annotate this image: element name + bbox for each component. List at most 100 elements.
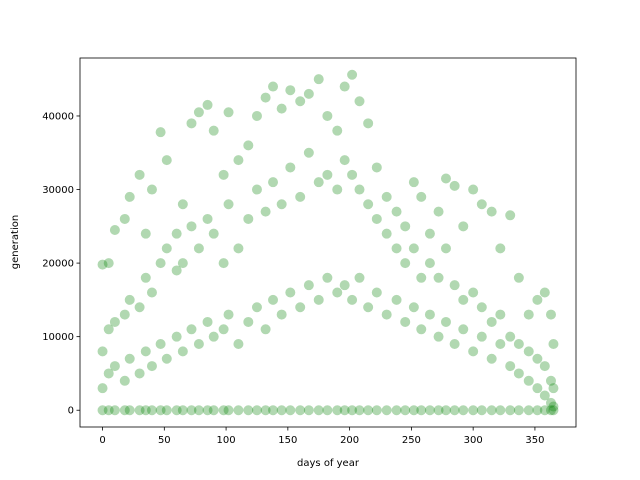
point <box>186 324 197 335</box>
point <box>548 405 559 416</box>
point <box>177 199 188 210</box>
point <box>523 375 534 386</box>
point <box>124 353 135 364</box>
point <box>449 180 460 191</box>
point <box>476 302 487 313</box>
point <box>347 169 358 180</box>
point <box>339 405 350 416</box>
point <box>134 169 145 180</box>
point <box>218 169 229 180</box>
point <box>103 405 114 416</box>
point <box>276 199 287 210</box>
point <box>354 96 365 107</box>
y-tick-label: 10000 <box>42 332 74 343</box>
point <box>103 324 114 335</box>
point <box>458 294 469 305</box>
point <box>208 228 219 239</box>
point <box>303 88 314 99</box>
point <box>276 309 287 320</box>
point <box>458 324 469 335</box>
point <box>332 184 343 195</box>
point <box>243 140 254 151</box>
y-tick-label: 0 <box>68 406 74 417</box>
point <box>523 309 534 320</box>
point <box>223 405 234 416</box>
point <box>295 405 306 416</box>
point <box>313 405 324 416</box>
point <box>193 405 204 416</box>
point <box>513 339 524 350</box>
point <box>134 302 145 313</box>
point <box>322 272 333 283</box>
point <box>161 155 172 166</box>
point <box>260 405 271 416</box>
point <box>476 405 487 416</box>
point <box>449 339 460 350</box>
x-tick-label: 50 <box>158 435 171 446</box>
point <box>177 346 188 357</box>
x-tick-label: 250 <box>402 435 421 446</box>
point <box>119 213 130 224</box>
point <box>391 243 402 254</box>
point <box>433 206 444 217</box>
point <box>202 99 213 110</box>
point <box>539 287 550 298</box>
point <box>171 331 182 342</box>
point <box>391 206 402 217</box>
point <box>186 221 197 232</box>
point <box>476 199 487 210</box>
point <box>532 353 543 364</box>
point <box>400 258 411 269</box>
point <box>146 287 157 298</box>
point <box>313 294 324 305</box>
point <box>339 280 350 291</box>
point <box>363 302 374 313</box>
point <box>260 92 271 103</box>
point <box>433 331 444 342</box>
point <box>486 316 497 327</box>
point <box>140 346 151 357</box>
point <box>458 221 469 232</box>
point <box>155 258 166 269</box>
point <box>109 405 120 416</box>
x-tick-label: 350 <box>525 435 544 446</box>
point <box>381 405 392 416</box>
point <box>193 339 204 350</box>
point <box>140 272 151 283</box>
point <box>223 309 234 320</box>
point <box>119 375 130 386</box>
x-tick-label: 150 <box>278 435 297 446</box>
point <box>371 162 382 173</box>
point <box>545 309 556 320</box>
point <box>146 405 157 416</box>
point <box>223 107 234 118</box>
point <box>408 243 419 254</box>
point <box>440 316 451 327</box>
point <box>193 107 204 118</box>
point <box>371 405 382 416</box>
point <box>523 346 534 357</box>
point <box>486 405 497 416</box>
point <box>532 405 543 416</box>
point <box>371 287 382 298</box>
point <box>391 405 402 416</box>
point <box>371 213 382 224</box>
point <box>171 405 182 416</box>
point <box>171 228 182 239</box>
point <box>449 280 460 291</box>
point <box>97 346 108 357</box>
point <box>545 405 556 416</box>
point <box>391 294 402 305</box>
point <box>548 339 559 350</box>
point <box>177 405 188 416</box>
point <box>295 302 306 313</box>
point <box>97 405 108 416</box>
point <box>416 272 427 283</box>
point <box>400 405 411 416</box>
point <box>468 346 479 357</box>
point <box>505 331 516 342</box>
point <box>295 191 306 202</box>
x-tick-label: 100 <box>217 435 236 446</box>
point <box>303 147 314 158</box>
